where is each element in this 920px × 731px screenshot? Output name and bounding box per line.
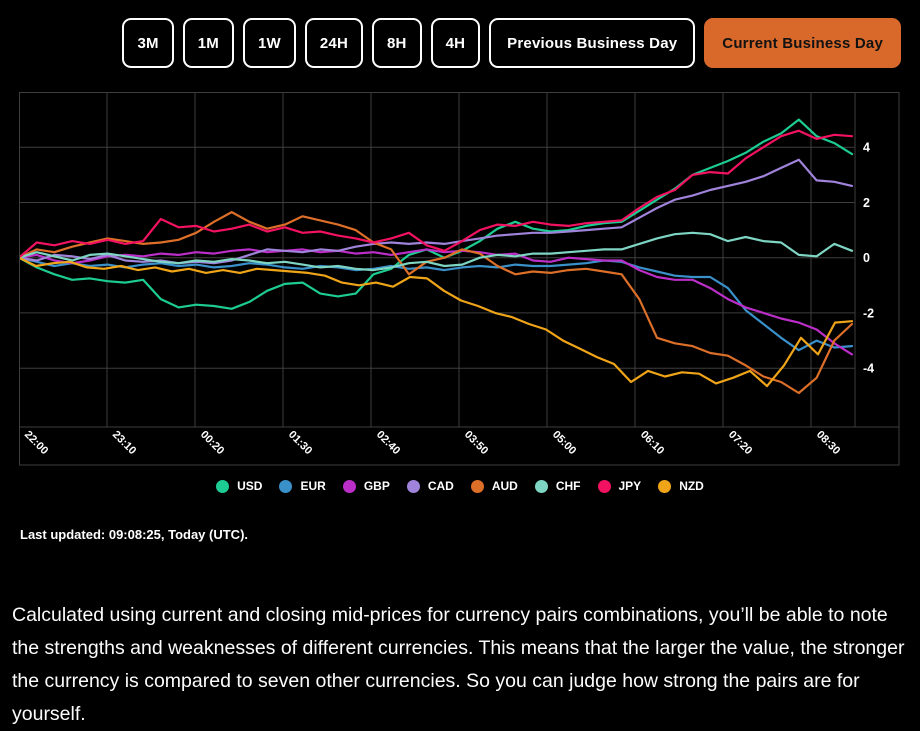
legend-item-cad: CAD [406, 479, 454, 493]
svg-text:05:00: 05:00 [550, 429, 578, 457]
legend-label: NZD [679, 479, 704, 493]
legend-item-jpy: JPY [597, 479, 642, 493]
gbp-legend-dot-icon [342, 479, 356, 493]
svg-text:03:50: 03:50 [462, 429, 490, 457]
usd-legend-dot-icon [216, 479, 230, 493]
timeframe-button-4h[interactable]: 4H [430, 18, 481, 68]
svg-text:22:00: 22:00 [22, 429, 50, 457]
legend-label: EUR [300, 479, 326, 493]
legend-label: CHF [555, 479, 581, 493]
svg-text:00:20: 00:20 [198, 429, 226, 457]
legend-item-nzd: NZD [658, 479, 704, 493]
legend-label: GBP [363, 479, 390, 493]
timeframe-button-current-business-day[interactable]: Current Business Day [704, 18, 901, 68]
legend-label: CAD [427, 479, 454, 493]
timeframe-button-24h[interactable]: 24H [304, 18, 364, 68]
timeframe-button-3m[interactable]: 3M [122, 18, 174, 68]
cad-legend-dot-icon [406, 479, 420, 493]
chart-legend: USD EUR GBP CAD AUD CHF JPY NZD [0, 479, 920, 493]
svg-text:01:30: 01:30 [286, 429, 314, 457]
chart-description-text: Calculated using current and closing mid… [12, 604, 905, 725]
currency-strength-chart[interactable]: 4 2 0 -2 -4 22:00 23:10 00:20 01:30 02:40 03:50 05:… [17, 92, 900, 466]
jpy-legend-dot-icon [597, 479, 611, 493]
svg-text:23:10: 23:10 [110, 429, 138, 457]
chart-svg[interactable]: 4 2 0 -2 -4 22:00 23:10 00:20 01:30 02:40 03:50 05:… [17, 92, 900, 466]
legend-item-gbp: GBP [342, 479, 390, 493]
legend-label: USD [237, 479, 263, 493]
timeframe-button-previous-business-day[interactable]: Previous Business Day [489, 18, 696, 68]
aud-legend-dot-icon [470, 479, 484, 493]
timeframe-button-8h[interactable]: 8H [372, 18, 422, 68]
legend-label: AUD [491, 479, 518, 493]
svg-text:07:20: 07:20 [726, 429, 754, 457]
legend-item-chf: CHF [534, 479, 581, 493]
timeframe-button-1m[interactable]: 1M [182, 18, 234, 68]
legend-item-eur: EUR [279, 479, 326, 493]
svg-text:2: 2 [863, 196, 870, 210]
svg-text:0: 0 [863, 251, 870, 265]
last-updated-status: Last updated: 09:08:25, Today (UTC). [20, 527, 249, 542]
legend-item-usd: USD [216, 479, 262, 493]
svg-text:06:10: 06:10 [638, 429, 666, 457]
svg-text:4: 4 [863, 141, 870, 155]
timeframe-toolbar: 3M 1M 1W 24H 8H 4H Previous Business Day… [122, 18, 901, 68]
eur-legend-dot-icon [279, 479, 293, 493]
legend-item-aud: AUD [470, 479, 518, 493]
legend-label: JPY [618, 479, 642, 493]
svg-text:02:40: 02:40 [374, 429, 402, 457]
svg-text:-4: -4 [863, 362, 874, 376]
svg-text:-2: -2 [863, 306, 874, 320]
nzd-legend-dot-icon [658, 479, 672, 493]
svg-text:08:30: 08:30 [814, 429, 842, 457]
timeframe-button-1w[interactable]: 1W [242, 18, 296, 68]
chf-legend-dot-icon [534, 479, 548, 493]
